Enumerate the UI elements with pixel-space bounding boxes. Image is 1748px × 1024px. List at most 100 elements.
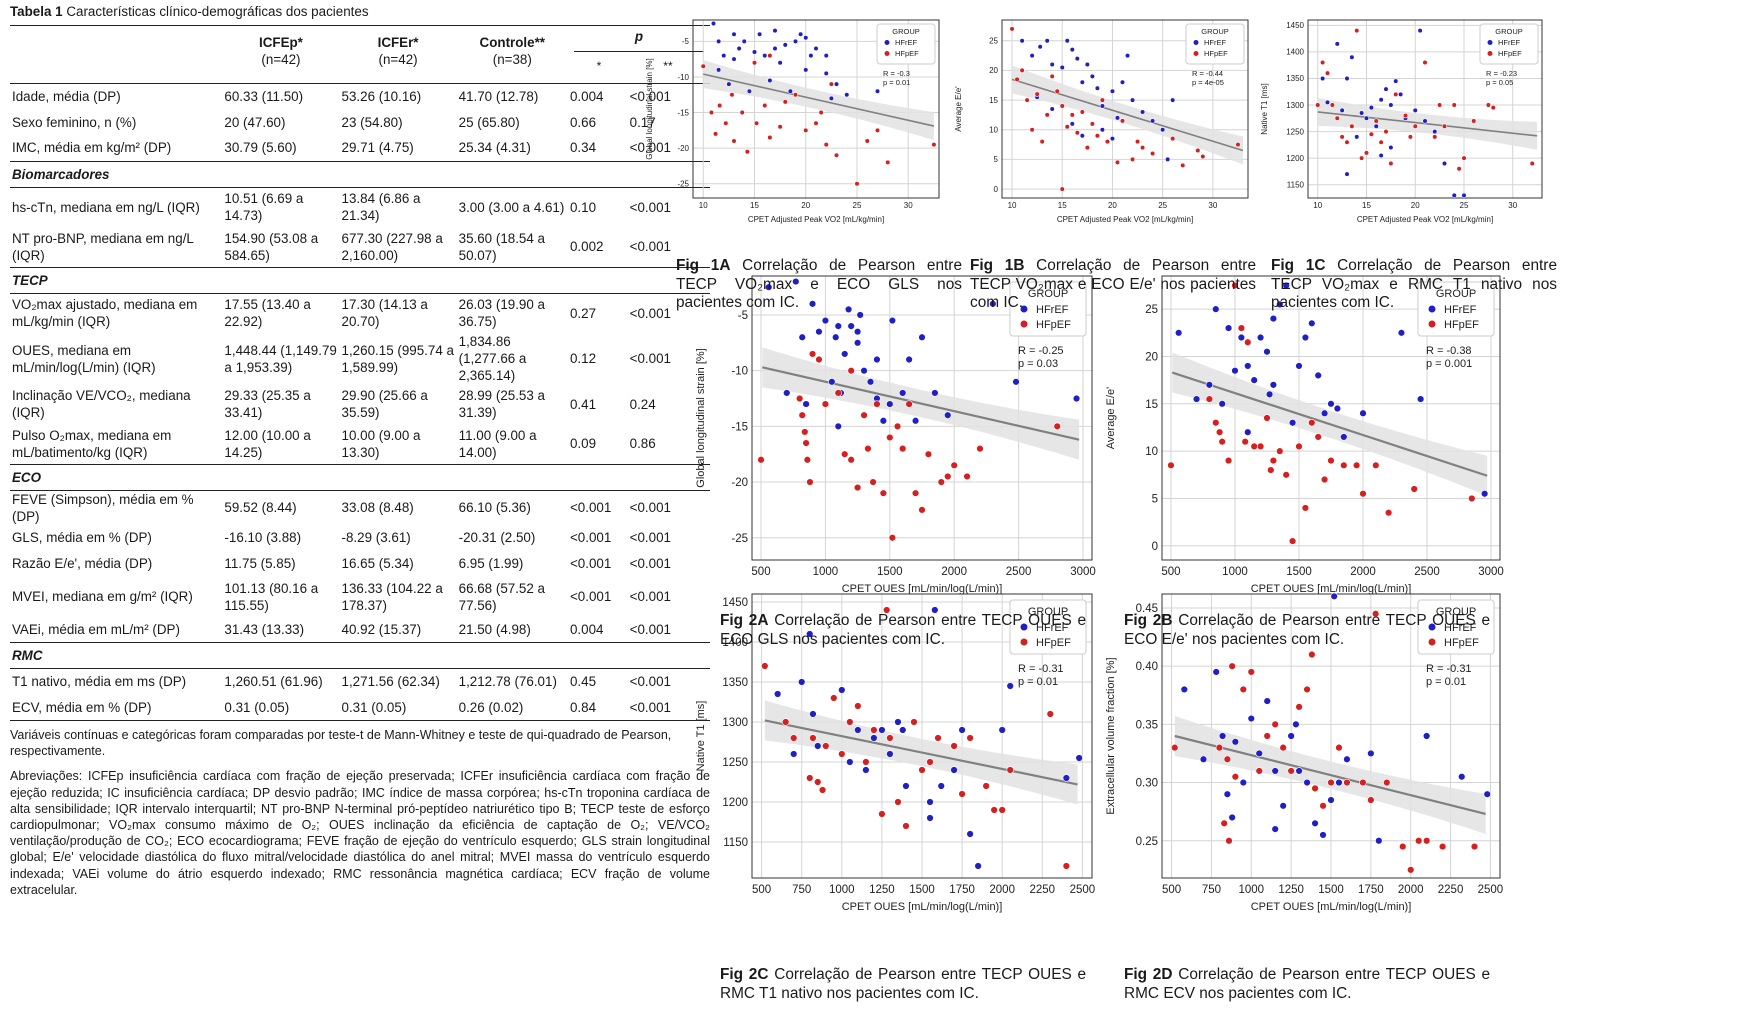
cell-c: 35.60 (18.54 a 50.07)	[458, 230, 545, 263]
hfref-point	[886, 750, 894, 758]
legend-hfpef-marker	[884, 51, 890, 56]
hfpef-point	[744, 149, 750, 155]
hfpef-point	[1319, 802, 1327, 810]
hfref-point	[1388, 102, 1394, 108]
hfref-point	[950, 766, 958, 774]
cell-b: 13.84 (6.86 a 21.34)	[341, 191, 421, 224]
stat-p: p = 0.01	[1426, 676, 1466, 688]
hfref-point	[862, 766, 870, 774]
hfpef-point	[1039, 139, 1045, 145]
hfpef-point	[1399, 842, 1407, 851]
hfref-point	[888, 316, 897, 325]
hfref-point	[905, 355, 913, 364]
hfpef-point	[833, 152, 840, 158]
hfpef-point	[1368, 131, 1374, 137]
hfpef-point	[838, 750, 846, 758]
cell-a: 30.79 (5.60)	[224, 140, 297, 156]
cell-p1: <0.001	[569, 556, 612, 571]
hfpef-point	[1279, 743, 1287, 752]
hfref-point	[1244, 362, 1252, 370]
legend-hfref-label: HFrEF	[1036, 622, 1069, 634]
cell-p1: 0.66	[569, 114, 597, 130]
hfpef-point	[1215, 743, 1224, 752]
cell-label: T1 nativo, média em ms (DP)	[12, 674, 187, 690]
cell-b: 29.71 (4.75)	[341, 140, 414, 156]
n-icfer: (n=42)	[378, 51, 418, 67]
hfref-point	[1269, 314, 1278, 323]
hfref-point	[1388, 144, 1394, 151]
cell-p2: <0.001	[629, 199, 671, 215]
hfref-point	[710, 20, 717, 27]
hfref-point	[1084, 61, 1090, 68]
caption-2d-label: Fig 2D	[1124, 966, 1173, 983]
hfref-point	[1062, 774, 1071, 782]
hfpef-point	[1059, 186, 1065, 192]
table-panel: Tabela 1 Características clínico-demográ…	[10, 4, 710, 898]
cell-label: FEVE (Simpson), média em % (DP)	[12, 491, 194, 524]
cell-p1: 0.002	[569, 239, 604, 255]
hfpef-point	[813, 120, 819, 126]
cell-p2: <0.001	[629, 88, 671, 104]
cell-a: 154.90 (53.08 a 584.65)	[224, 230, 319, 263]
hfpef-point	[717, 102, 723, 109]
hfpef-point	[944, 472, 952, 481]
hfpef-point	[1295, 442, 1303, 451]
hfpef-point	[1314, 433, 1322, 441]
hfpef-point	[1437, 102, 1443, 108]
hfref-point	[931, 606, 939, 614]
hfref-point	[1314, 371, 1322, 380]
y-axis-label: Native T1 [ms]	[1260, 83, 1269, 134]
hfref-point	[878, 726, 886, 734]
hfpef-point	[802, 439, 810, 447]
cell-c: 25.34 (4.31)	[458, 140, 531, 156]
hfref-point	[1231, 738, 1240, 746]
cell-b: 1,271.56 (62.34)	[341, 674, 440, 690]
table-section-row: TECP	[10, 266, 710, 294]
y-tick-label: 1450	[722, 597, 748, 609]
hfpef-point	[950, 742, 958, 750]
hfref-point	[1237, 333, 1246, 342]
hfref-point	[1301, 333, 1310, 342]
hfpef-point	[830, 694, 838, 702]
caption-1a-label: Fig 1A	[676, 257, 731, 274]
x-tick-label: 2500	[1070, 884, 1096, 896]
hfpef-point	[1344, 139, 1350, 145]
hfpef-point	[1393, 91, 1399, 97]
y-tick-label: 20	[989, 66, 998, 75]
y-tick-label: -5	[738, 310, 748, 322]
hfpef-point	[762, 102, 768, 109]
hfref-point	[873, 355, 881, 364]
hfref-point	[1231, 366, 1239, 375]
hfref-point	[1263, 348, 1271, 356]
cell-p1: 0.004	[569, 88, 604, 104]
section-label: Biomarcadores	[10, 160, 710, 188]
hfref-point	[974, 862, 982, 870]
hfpef-point	[937, 478, 946, 486]
hfpef-point	[1414, 837, 1423, 845]
col-p-star: *	[596, 59, 602, 73]
table-header-row: ICFEp* (n=42) ICFEr* (n=42) Controle** (n=3…	[10, 25, 710, 76]
hfref-point	[741, 38, 747, 44]
hfref-point	[1422, 118, 1428, 124]
hfpef-point	[878, 810, 886, 818]
chart-2b: 500 1000 1500 2000 2500 3000 0 5 10 15 20 25 CPET OU…	[1105, 275, 1504, 595]
hfref-point	[1288, 419, 1297, 427]
cell-p1: 0.004	[569, 621, 604, 637]
hfref-point	[886, 400, 894, 408]
x-tick-label: 2250	[1438, 884, 1464, 896]
hfpef-point	[976, 444, 984, 453]
hfpef-point	[966, 734, 974, 742]
legend-box	[1185, 23, 1245, 65]
hfpef-point	[1334, 115, 1340, 121]
hfref-point	[1099, 127, 1106, 133]
hfpef-point	[1384, 508, 1393, 517]
hfpef-point	[1282, 471, 1290, 479]
legend-box	[1417, 281, 1495, 337]
caption-2d: Fig 2D Correlação de Pearson entre TECP …	[1124, 966, 1490, 1003]
hfref-point	[1327, 796, 1335, 804]
y-tick-label: 20	[1145, 351, 1158, 363]
hfpef-point	[1269, 456, 1278, 465]
cell-c: 28.99 (25.53 a 31.39)	[458, 388, 545, 420]
cell-p2: 0.86	[629, 436, 656, 452]
plot-frame	[751, 593, 1093, 879]
